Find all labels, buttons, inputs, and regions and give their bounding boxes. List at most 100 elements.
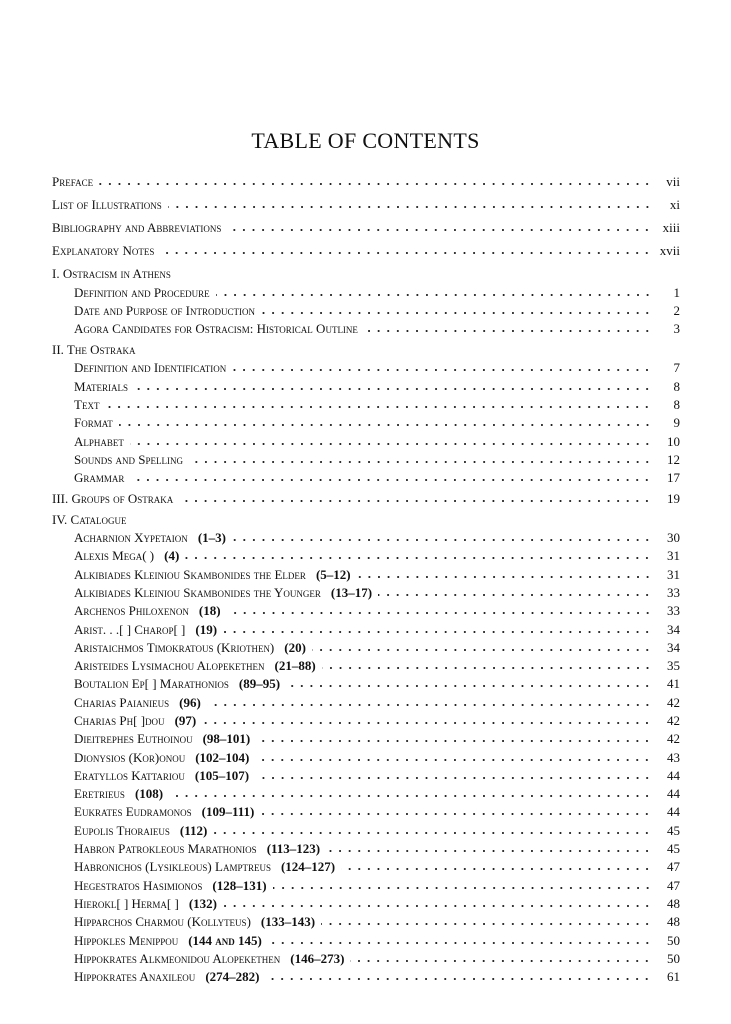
entry-page-number: 47 — [667, 859, 680, 875]
entry-title: Hipparchos Charmou (Kollyteus) — [74, 914, 251, 930]
entry-catalogue-numbers: (102–104) — [195, 749, 250, 765]
dot-leader — [356, 568, 652, 579]
entry-page-number: 50 — [667, 932, 680, 948]
toc-entry: Hippokrates Alkmeonidou Alopekethen (146–… — [52, 950, 680, 968]
entry-title: Alkibiades Kleiniou Skambonides the Youn… — [74, 584, 321, 600]
toc-entry: Alkibiades Kleiniou Skambonides the Elde… — [52, 566, 680, 584]
entry-page-number: 7 — [673, 360, 681, 376]
entry-title: Sounds and Spelling — [74, 451, 183, 467]
toc-entry: Habronichos (Lysikleous) Lamptreus (124–1… — [52, 858, 680, 876]
entry-page-number: xvii — [659, 243, 680, 259]
entry-title: Hierokl[ ] Herma[ ] — [74, 895, 179, 911]
entry-title: Eratyllos Kattariou — [74, 767, 185, 783]
entry-page-number: 42 — [667, 694, 680, 710]
entry-catalogue-numbers: (13–17) — [330, 584, 373, 600]
entry-catalogue-numbers: (19) — [195, 621, 218, 637]
entry-page-number: 30 — [667, 530, 680, 546]
entry-catalogue-numbers: (274–282) — [205, 969, 260, 985]
entry-title: Materials — [74, 378, 129, 394]
entry-catalogue-numbers: (97) — [174, 713, 197, 728]
entry-title: Aristaichmos Timokratous (Kriothen) — [74, 639, 275, 655]
toc-entry: Charias Ph[ ]dou (97) 42 — [52, 712, 680, 730]
dot-leader — [321, 916, 652, 927]
toc-entry: Date and Purpose of Introduction 2 — [52, 302, 680, 320]
entry-title: Alphabet — [74, 433, 124, 449]
entry-catalogue-numbers: (5–12) — [315, 566, 351, 582]
toc-entry: Materials 8 — [52, 378, 680, 396]
toc-entry: Definition and Procedure 1 — [52, 284, 680, 302]
toc-entry: Definition and Identification 7 — [52, 359, 680, 377]
entry-catalogue-numbers: (20) — [284, 639, 306, 655]
dot-leader — [260, 806, 652, 817]
dot-leader — [202, 715, 652, 725]
entry-title: Preface — [52, 174, 94, 189]
page-title: TABLE OF CONTENTS — [251, 128, 480, 153]
dot-leader — [326, 843, 652, 854]
dot-leader — [227, 222, 652, 233]
dot-leader — [213, 824, 652, 835]
entry-title: Dieitrephes Euthoinou — [74, 731, 193, 747]
entry-title: Agora Candidates for Ostracism: Historic… — [74, 321, 358, 337]
entry-page-number: 8 — [673, 396, 681, 412]
entry-page-number: 44 — [667, 767, 680, 783]
table-of-contents: Preface vii List of Illustrations xi Bibliog… — [52, 173, 680, 986]
entry-title: II. The Ostraka — [52, 342, 136, 358]
entry-page-number: 34 — [667, 639, 680, 655]
entry-page-number: 10 — [667, 433, 680, 449]
dot-leader — [223, 623, 652, 634]
entry-title: Archenos Philoxenon — [74, 603, 189, 619]
toc-entry: III. Groups of Ostraka 19 — [52, 490, 680, 508]
dot-leader — [130, 472, 652, 483]
entry-page-number: 34 — [667, 621, 680, 637]
entry-title: Aristeides Lysimachou Alopekethen — [74, 658, 265, 674]
entry-title: Charias Ph[ ]dou — [74, 713, 165, 728]
entry-title: Hippokrates Anaxileou — [74, 969, 196, 985]
dot-leader — [311, 641, 652, 652]
dot-leader — [223, 897, 652, 908]
entry-page-number: 3 — [673, 321, 681, 337]
entry-title: Hegestratos Hasimionos — [74, 877, 203, 893]
entry-catalogue-numbers: (89–95) — [238, 676, 281, 692]
entry-title: Grammar — [74, 470, 125, 486]
entry-page-number: 9 — [673, 415, 681, 431]
entry-title: Definition and Procedure — [74, 284, 210, 300]
entry-page-number: 48 — [667, 895, 680, 911]
entry-page-number: 45 — [667, 841, 680, 857]
dot-leader — [226, 605, 652, 616]
toc-entry: Dionysios (Kor)onou (102–104) 43 — [52, 749, 680, 767]
entry-title: Acharnion Xypetaion — [74, 530, 188, 546]
entry-title: Hippokrates Alkmeonidou Alopekethen — [74, 950, 281, 966]
toc-entry: Hierokl[ ] Herma[ ] (132) 48 — [52, 895, 680, 913]
entry-title: Alkibiades Kleiniou Skambonides the Elde… — [74, 566, 306, 582]
toc-entry: Alexis Mega( ) (4) 31 — [52, 547, 680, 565]
toc-entry: Aristaichmos Timokratous (Kriothen) (20) 3… — [52, 639, 680, 657]
toc-entry: Agora Candidates for Ostracism: Historic… — [52, 320, 680, 338]
toc-entry: IV. Catalogue — [52, 511, 680, 529]
dot-leader — [255, 751, 652, 762]
dot-leader — [169, 788, 652, 799]
toc-entry: Aristeides Lysimachou Alopekethen (21–88)… — [52, 657, 680, 675]
entry-catalogue-numbers: (98–101) — [202, 731, 251, 747]
toc-entry: Eretrieus (108) 44 — [52, 785, 680, 803]
entry-catalogue-numbers: (113–123) — [266, 841, 321, 857]
toc-entry: Grammar 17 — [52, 469, 680, 487]
toc-entry: Eupolis Thoraieus (112) 45 — [52, 822, 680, 840]
dot-leader — [232, 362, 652, 373]
toc-entry: Archenos Philoxenon (18) 33 — [52, 602, 680, 620]
entry-catalogue-numbers: (133–143) — [260, 914, 316, 930]
entry-catalogue-numbers: (18) — [198, 603, 221, 619]
dot-leader — [118, 417, 652, 428]
entry-page-number: xi — [669, 197, 680, 213]
entry-page-number: 31 — [667, 566, 680, 582]
entry-page-number: 47 — [667, 877, 680, 893]
entry-title: I. Ostracism in Athens — [52, 266, 171, 282]
entry-catalogue-numbers: (105–107) — [194, 767, 250, 783]
toc-entry: Habron Patrokleous Marathonios (113–123) 4… — [52, 840, 680, 858]
dot-leader — [99, 176, 652, 186]
entry-title: Bibliography and Abbreviations — [52, 220, 222, 236]
entry-title: Arist. . .[ ] Charop[ ] — [74, 621, 186, 637]
entry-page-number: 12 — [667, 451, 680, 467]
dot-leader — [179, 492, 652, 503]
toc-entry: Hegestratos Hasimionos (128–131) 47 — [52, 877, 680, 895]
entry-page-number: 8 — [673, 378, 681, 394]
